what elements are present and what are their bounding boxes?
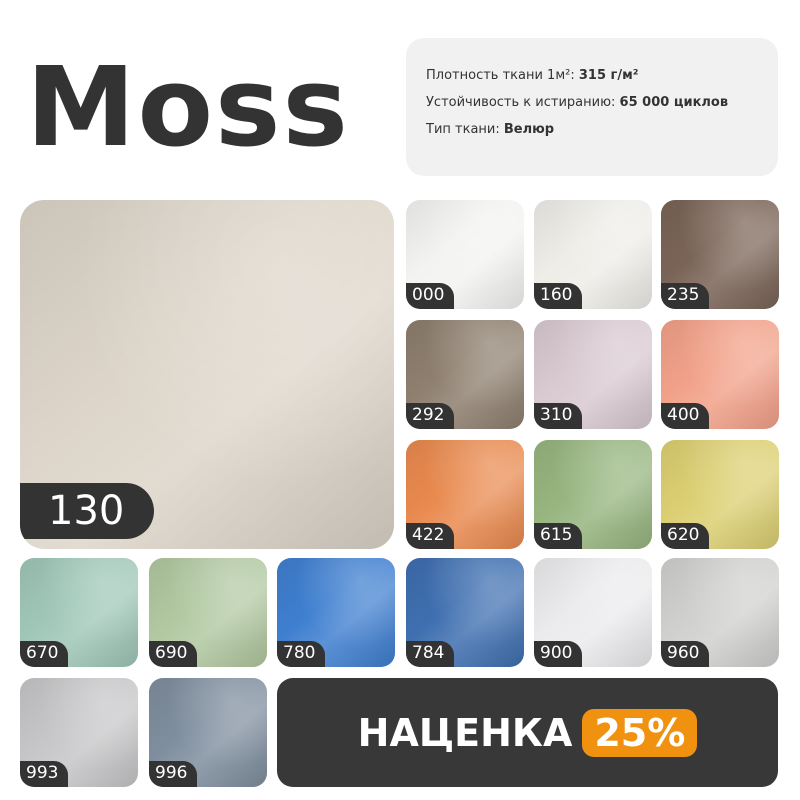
swatch-code: 000 bbox=[406, 283, 455, 309]
swatch-code: 130 bbox=[20, 483, 155, 539]
color-swatch[interactable]: 996 bbox=[149, 678, 267, 787]
main-swatch[interactable]: 130 bbox=[20, 200, 394, 549]
color-swatch[interactable]: 292 bbox=[406, 320, 524, 429]
fabric-image bbox=[661, 320, 779, 429]
color-swatch[interactable]: 422 bbox=[406, 440, 524, 549]
color-swatch[interactable]: 310 bbox=[534, 320, 652, 429]
swatch-code: 292 bbox=[406, 403, 455, 429]
fabric-image bbox=[661, 440, 779, 549]
color-swatch[interactable]: 690 bbox=[149, 558, 267, 667]
color-swatch[interactable]: 670 bbox=[20, 558, 138, 667]
color-swatch[interactable]: 400 bbox=[661, 320, 779, 429]
spec-density: Плотность ткани 1м²: 315 г/м² bbox=[426, 68, 639, 83]
markup-label: НАЦЕНКА bbox=[357, 710, 573, 755]
swatch-code: 615 bbox=[534, 523, 583, 549]
swatch-code: 690 bbox=[149, 641, 198, 667]
spec-type: Тип ткани: Велюр bbox=[426, 122, 555, 137]
swatch-code: 996 bbox=[149, 761, 198, 787]
color-swatch[interactable]: 900 bbox=[534, 558, 652, 667]
swatch-code: 620 bbox=[661, 523, 710, 549]
swatch-code: 310 bbox=[534, 403, 583, 429]
swatch-code: 422 bbox=[406, 523, 455, 549]
color-swatch[interactable]: 160 bbox=[534, 200, 652, 309]
color-swatch[interactable]: 620 bbox=[661, 440, 779, 549]
swatch-code: 900 bbox=[534, 641, 583, 667]
color-swatch[interactable]: 235 bbox=[661, 200, 779, 309]
swatch-code: 235 bbox=[661, 283, 710, 309]
specs-panel: Плотность ткани 1м²: 315 г/м² Устойчивос… bbox=[406, 38, 778, 176]
swatch-code: 400 bbox=[661, 403, 710, 429]
color-swatch[interactable]: 000 bbox=[406, 200, 524, 309]
color-swatch[interactable]: 784 bbox=[406, 558, 524, 667]
swatch-code: 670 bbox=[20, 641, 69, 667]
product-title: Moss bbox=[26, 43, 350, 171]
color-swatch[interactable]: 615 bbox=[534, 440, 652, 549]
spec-abrasion: Устойчивость к истиранию: 65 000 циклов bbox=[426, 95, 729, 110]
color-swatch[interactable]: 993 bbox=[20, 678, 138, 787]
swatch-code: 160 bbox=[534, 283, 583, 309]
swatch-code: 780 bbox=[277, 641, 326, 667]
swatch-code: 993 bbox=[20, 761, 69, 787]
color-swatch[interactable]: 780 bbox=[277, 558, 395, 667]
markup-banner: НАЦЕНКА 25% bbox=[277, 678, 778, 787]
swatch-code: 784 bbox=[406, 641, 455, 667]
swatch-code: 960 bbox=[661, 641, 710, 667]
color-swatch[interactable]: 960 bbox=[661, 558, 779, 667]
markup-value: 25% bbox=[582, 708, 698, 757]
